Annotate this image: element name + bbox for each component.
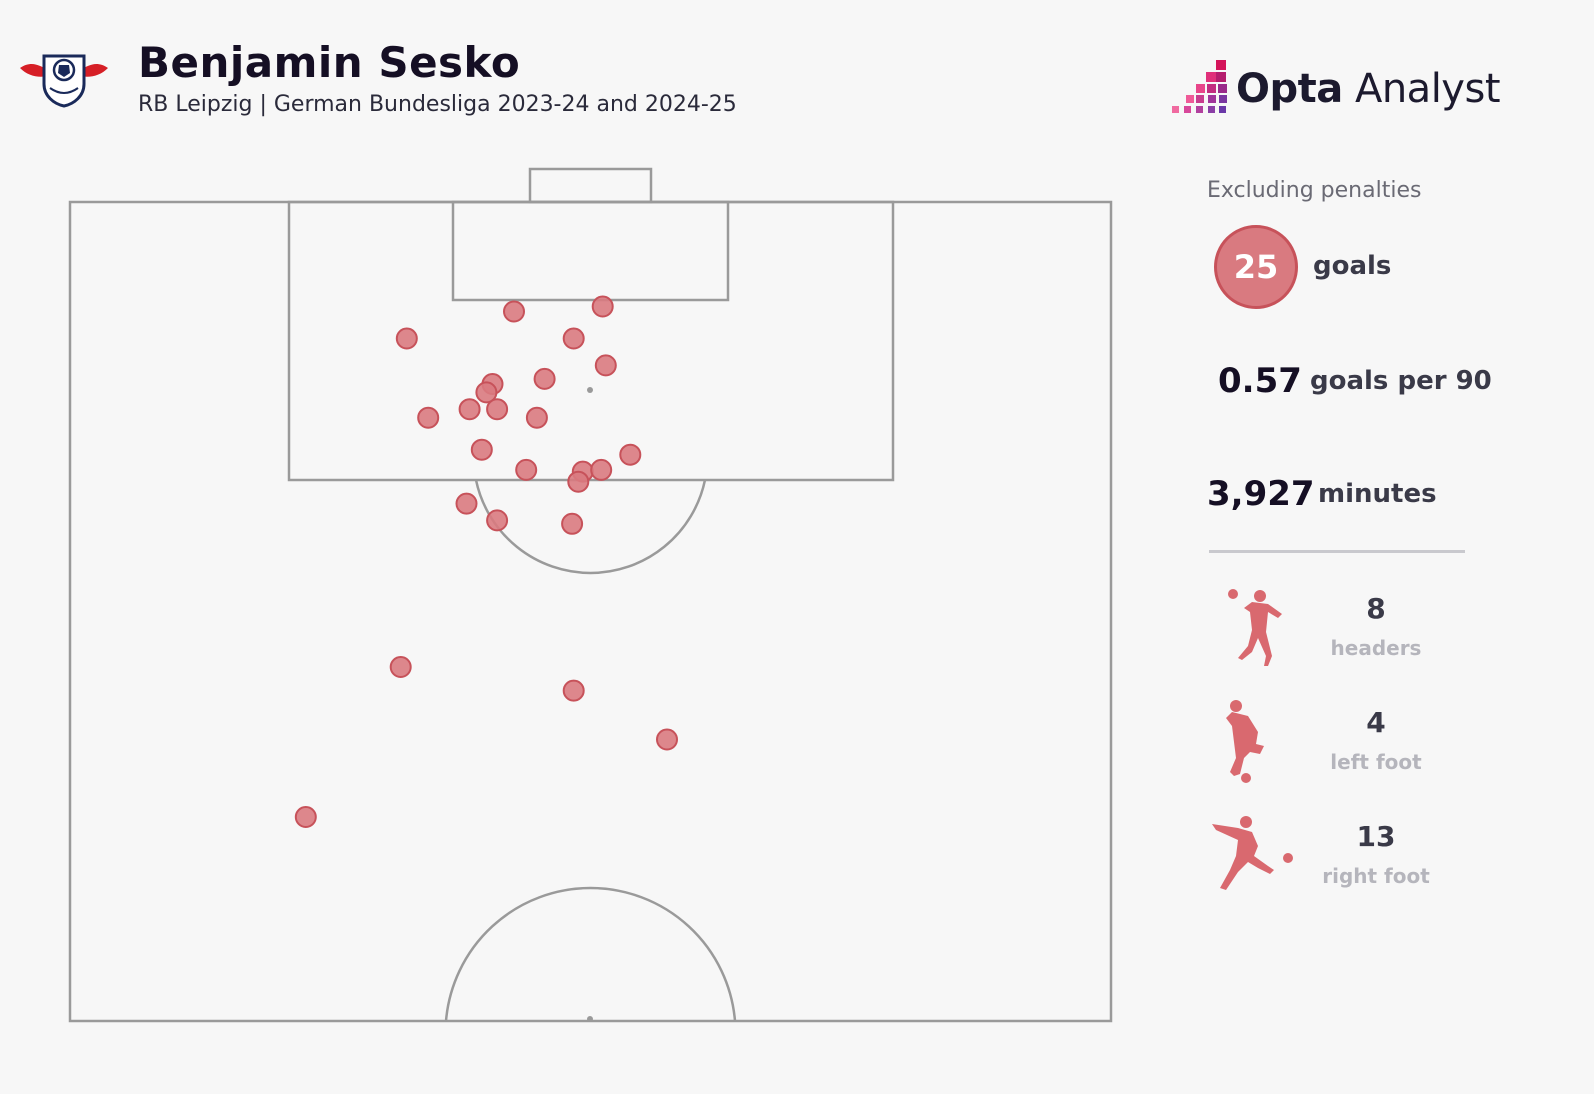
goal-marker-8 bbox=[475, 381, 498, 404]
minutes-value: 3,927 bbox=[1207, 474, 1315, 514]
headers-label: headers bbox=[1330, 636, 1422, 660]
goals-per-90-label: goals per 90 bbox=[1310, 366, 1492, 396]
brand-name-bold: Opta bbox=[1236, 66, 1343, 112]
goal-frame bbox=[528, 167, 653, 204]
left-foot-label: left foot bbox=[1330, 750, 1422, 774]
goal-marker-3 bbox=[395, 327, 418, 350]
goal-marker-6 bbox=[533, 367, 556, 390]
penalty-arc bbox=[474, 479, 707, 575]
header-player-icon bbox=[1228, 589, 1282, 666]
goal-marker-19 bbox=[455, 492, 478, 515]
goal-marker-11 bbox=[486, 398, 509, 421]
goal-marker-18 bbox=[567, 470, 590, 493]
goals-label: goals bbox=[1313, 251, 1392, 281]
goal-marker-4 bbox=[562, 327, 585, 350]
opta-analyst-logo: Opta Analyst bbox=[1168, 58, 1501, 120]
goal-marker-10 bbox=[458, 398, 481, 421]
goal-marker-14 bbox=[619, 443, 642, 466]
centre-circle bbox=[444, 886, 737, 1022]
stats-divider bbox=[1209, 550, 1465, 553]
right-foot-label: right foot bbox=[1322, 864, 1430, 888]
goal-marker-5 bbox=[594, 354, 617, 377]
goal-marker-25 bbox=[294, 806, 317, 828]
headers-count: 8 bbox=[1366, 592, 1386, 625]
goals-per-90-value: 0.57 bbox=[1218, 361, 1302, 401]
goal-marker-22 bbox=[389, 656, 412, 678]
left-foot-player-icon bbox=[1226, 700, 1264, 783]
goal-marker-12 bbox=[525, 406, 548, 429]
goal-marker-13 bbox=[470, 438, 493, 461]
goal-marker-20 bbox=[486, 509, 509, 532]
penalty-area bbox=[287, 200, 895, 482]
left-foot-count: 4 bbox=[1366, 706, 1386, 739]
opta-bars-icon bbox=[1172, 60, 1227, 113]
goal-markers bbox=[294, 295, 678, 828]
brand-name-light: Analyst bbox=[1354, 66, 1501, 112]
chart-subtitle: RB Leipzig | German Bundesliga 2023-24 a… bbox=[138, 92, 737, 117]
club-crest-icon bbox=[18, 46, 110, 108]
right-foot-player-icon bbox=[1212, 816, 1293, 890]
goal-marker-24 bbox=[656, 728, 678, 751]
six-yard-box bbox=[451, 200, 730, 302]
minutes-label: minutes bbox=[1318, 479, 1437, 509]
goal-marker-2 bbox=[591, 295, 614, 318]
goals-value: 25 bbox=[1233, 248, 1279, 286]
right-foot-count: 13 bbox=[1356, 820, 1396, 853]
goal-marker-9 bbox=[417, 406, 440, 429]
goal-marker-15 bbox=[515, 458, 538, 481]
goal-marker-23 bbox=[562, 679, 585, 702]
excluding-penalties-note: Excluding penalties bbox=[1207, 178, 1422, 203]
centre-spot bbox=[587, 1016, 593, 1022]
goal-marker-17 bbox=[590, 458, 613, 481]
penalty-spot bbox=[587, 387, 593, 393]
goal-marker-1 bbox=[503, 300, 525, 323]
goal-marker-21 bbox=[561, 512, 584, 535]
chart-title: Benjamin Sesko bbox=[138, 38, 521, 87]
goals-badge: 25 bbox=[1214, 225, 1298, 309]
pitch-outline bbox=[68, 200, 1113, 1023]
